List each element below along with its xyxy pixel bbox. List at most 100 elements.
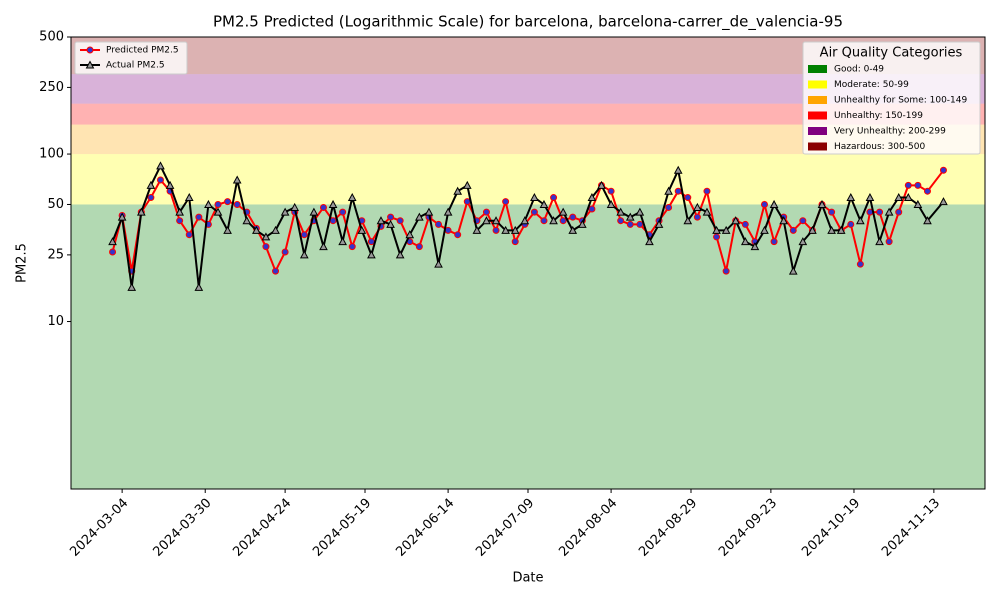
point <box>319 203 327 211</box>
point <box>712 225 721 234</box>
category-legend-box <box>802 41 981 155</box>
point <box>224 198 232 206</box>
y-tick-label: 25 <box>47 247 64 262</box>
point <box>597 180 606 189</box>
point <box>856 260 864 268</box>
legend-marker <box>85 60 95 69</box>
point <box>280 207 290 216</box>
point <box>462 180 472 189</box>
point <box>875 237 884 246</box>
point <box>232 175 242 184</box>
point <box>817 199 827 208</box>
point <box>300 231 308 239</box>
point <box>156 176 164 184</box>
point <box>760 200 768 208</box>
point <box>923 187 931 195</box>
point <box>731 216 741 225</box>
category-legend-title: Air Quality Categories <box>820 46 963 61</box>
point <box>693 202 702 211</box>
point <box>501 225 510 234</box>
aq-band <box>71 103 985 125</box>
point <box>674 187 682 195</box>
y-tick-label: 100 <box>39 147 64 162</box>
point <box>502 198 510 206</box>
point <box>626 220 634 228</box>
legend-box <box>74 41 188 75</box>
point <box>722 267 730 275</box>
point <box>549 216 558 225</box>
point <box>272 267 280 275</box>
point <box>195 213 203 221</box>
point <box>204 199 213 208</box>
point <box>788 266 798 275</box>
point <box>165 180 175 189</box>
point <box>387 213 395 221</box>
point <box>271 225 280 234</box>
point <box>262 243 270 251</box>
point <box>194 282 204 291</box>
category-swatch <box>808 96 827 104</box>
point <box>376 216 386 225</box>
point <box>636 220 644 228</box>
point <box>856 216 865 225</box>
point <box>108 237 117 246</box>
point <box>702 207 712 216</box>
category-swatch <box>808 65 827 73</box>
x-tick-label: 2024-03-30 <box>150 496 214 560</box>
point <box>233 200 241 208</box>
x-tick-label: 2024-05-19 <box>310 496 374 560</box>
point <box>290 202 300 211</box>
point <box>146 180 156 189</box>
point <box>558 207 568 216</box>
point <box>328 199 338 208</box>
point <box>520 216 530 225</box>
point <box>176 217 184 225</box>
point <box>616 207 626 216</box>
point <box>386 219 395 228</box>
point <box>415 243 423 251</box>
point <box>281 248 289 256</box>
point <box>914 181 922 189</box>
point <box>405 230 415 239</box>
category-label: Unhealthy for Some: 100-149 <box>834 96 967 106</box>
x-axis-label: Date <box>512 571 543 586</box>
point <box>242 216 252 225</box>
point <box>836 225 846 234</box>
category-swatch <box>808 80 827 89</box>
point <box>539 199 549 208</box>
x-tick-label: 2024-07-09 <box>473 496 537 560</box>
point <box>453 186 463 195</box>
point <box>309 207 319 216</box>
point <box>741 220 749 228</box>
point <box>530 192 539 202</box>
point <box>693 213 701 221</box>
point <box>587 192 597 202</box>
point <box>664 186 673 195</box>
point <box>367 250 376 259</box>
category-label: Hazardous: 300-500 <box>834 142 925 152</box>
point <box>913 199 923 208</box>
point <box>175 207 184 216</box>
category-swatch <box>808 111 827 120</box>
category-label: Unhealthy: 150-199 <box>834 111 923 121</box>
series <box>108 161 948 291</box>
point <box>510 225 520 234</box>
point <box>329 217 337 225</box>
point <box>357 225 367 234</box>
aq-band <box>71 154 985 205</box>
point <box>435 220 443 228</box>
point <box>645 237 654 246</box>
point <box>395 250 405 259</box>
point <box>185 231 193 239</box>
point <box>184 192 194 202</box>
point <box>894 192 904 202</box>
y-tick-label: 50 <box>47 197 64 212</box>
x-tick-label: 2024-04-24 <box>230 496 294 560</box>
x-tick-label: 2024-06-14 <box>393 496 457 560</box>
point <box>577 219 587 228</box>
point <box>740 237 750 246</box>
point <box>884 207 894 216</box>
point <box>769 199 779 208</box>
point <box>588 205 596 213</box>
